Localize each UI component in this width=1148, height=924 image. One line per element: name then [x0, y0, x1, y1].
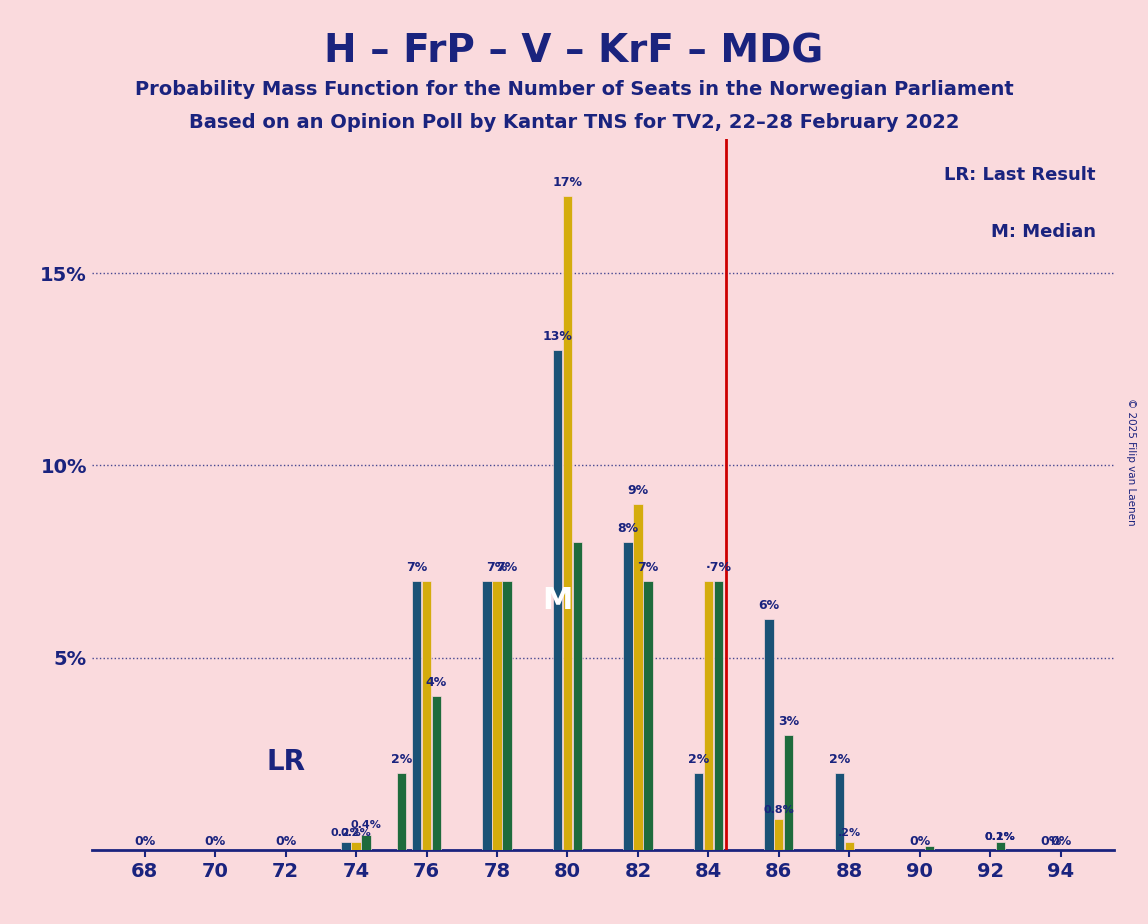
Bar [351, 843, 360, 850]
Bar [341, 843, 351, 850]
Bar [774, 820, 783, 850]
Text: 4%: 4% [426, 676, 448, 689]
Text: 2%: 2% [688, 753, 709, 766]
Text: H – FrP – V – KrF – MDG: H – FrP – V – KrF – MDG [325, 32, 823, 70]
Text: 7%: 7% [487, 561, 507, 574]
Text: 17%: 17% [552, 176, 582, 189]
Bar [704, 581, 713, 850]
Bar [482, 581, 491, 850]
Text: 2%: 2% [390, 753, 412, 766]
Text: 0.4%: 0.4% [350, 821, 381, 830]
Bar [503, 581, 512, 850]
Text: 7%: 7% [406, 561, 427, 574]
Bar [362, 834, 371, 850]
Text: LR: Last Result: LR: Last Result [945, 165, 1096, 184]
Bar [693, 773, 703, 850]
Text: ·7%: ·7% [705, 561, 731, 574]
Bar [925, 846, 934, 850]
Bar [422, 581, 432, 850]
Text: 7%: 7% [496, 561, 518, 574]
Bar [643, 581, 652, 850]
Text: Based on an Opinion Poll by Kantar TNS for TV2, 22–28 February 2022: Based on an Opinion Poll by Kantar TNS f… [188, 113, 960, 132]
Bar [623, 542, 633, 850]
Bar [563, 196, 572, 850]
Text: 0.1%: 0.1% [985, 832, 1016, 842]
Text: 0%: 0% [909, 835, 930, 848]
Bar [995, 843, 1004, 850]
Text: 13%: 13% [543, 330, 573, 343]
Text: 0.2%: 0.2% [331, 828, 362, 838]
Text: 6%: 6% [759, 600, 779, 613]
Bar [784, 735, 793, 850]
Text: 0.2%: 0.2% [985, 832, 1016, 842]
Bar [835, 773, 844, 850]
Text: 2%: 2% [829, 753, 850, 766]
Bar [492, 581, 502, 850]
Bar [553, 350, 563, 850]
Bar [714, 581, 723, 850]
Text: M: Median: M: Median [991, 224, 1096, 241]
Text: 8%: 8% [618, 522, 638, 536]
Bar [412, 581, 421, 850]
Bar [432, 697, 441, 850]
Text: 7%: 7% [637, 561, 659, 574]
Bar [765, 619, 774, 850]
Text: 0.8%: 0.8% [763, 805, 794, 815]
Bar [845, 843, 854, 850]
Text: LR: LR [266, 748, 305, 775]
Text: 3%: 3% [778, 715, 799, 728]
Bar [573, 542, 582, 850]
Text: 0%: 0% [1040, 835, 1062, 848]
Text: 9%: 9% [627, 484, 649, 497]
Text: Probability Mass Function for the Number of Seats in the Norwegian Parliament: Probability Mass Function for the Number… [134, 80, 1014, 100]
Text: 0%: 0% [204, 835, 226, 848]
Text: 0.2%: 0.2% [341, 828, 372, 838]
Text: © 2025 Filip van Laenen: © 2025 Filip van Laenen [1126, 398, 1135, 526]
Text: 0%: 0% [134, 835, 155, 848]
Text: .2%: .2% [838, 828, 861, 838]
Bar [634, 504, 643, 850]
Bar [397, 773, 406, 850]
Text: M: M [542, 586, 573, 614]
Text: 0%: 0% [276, 835, 296, 848]
Text: 0%: 0% [1050, 835, 1071, 848]
